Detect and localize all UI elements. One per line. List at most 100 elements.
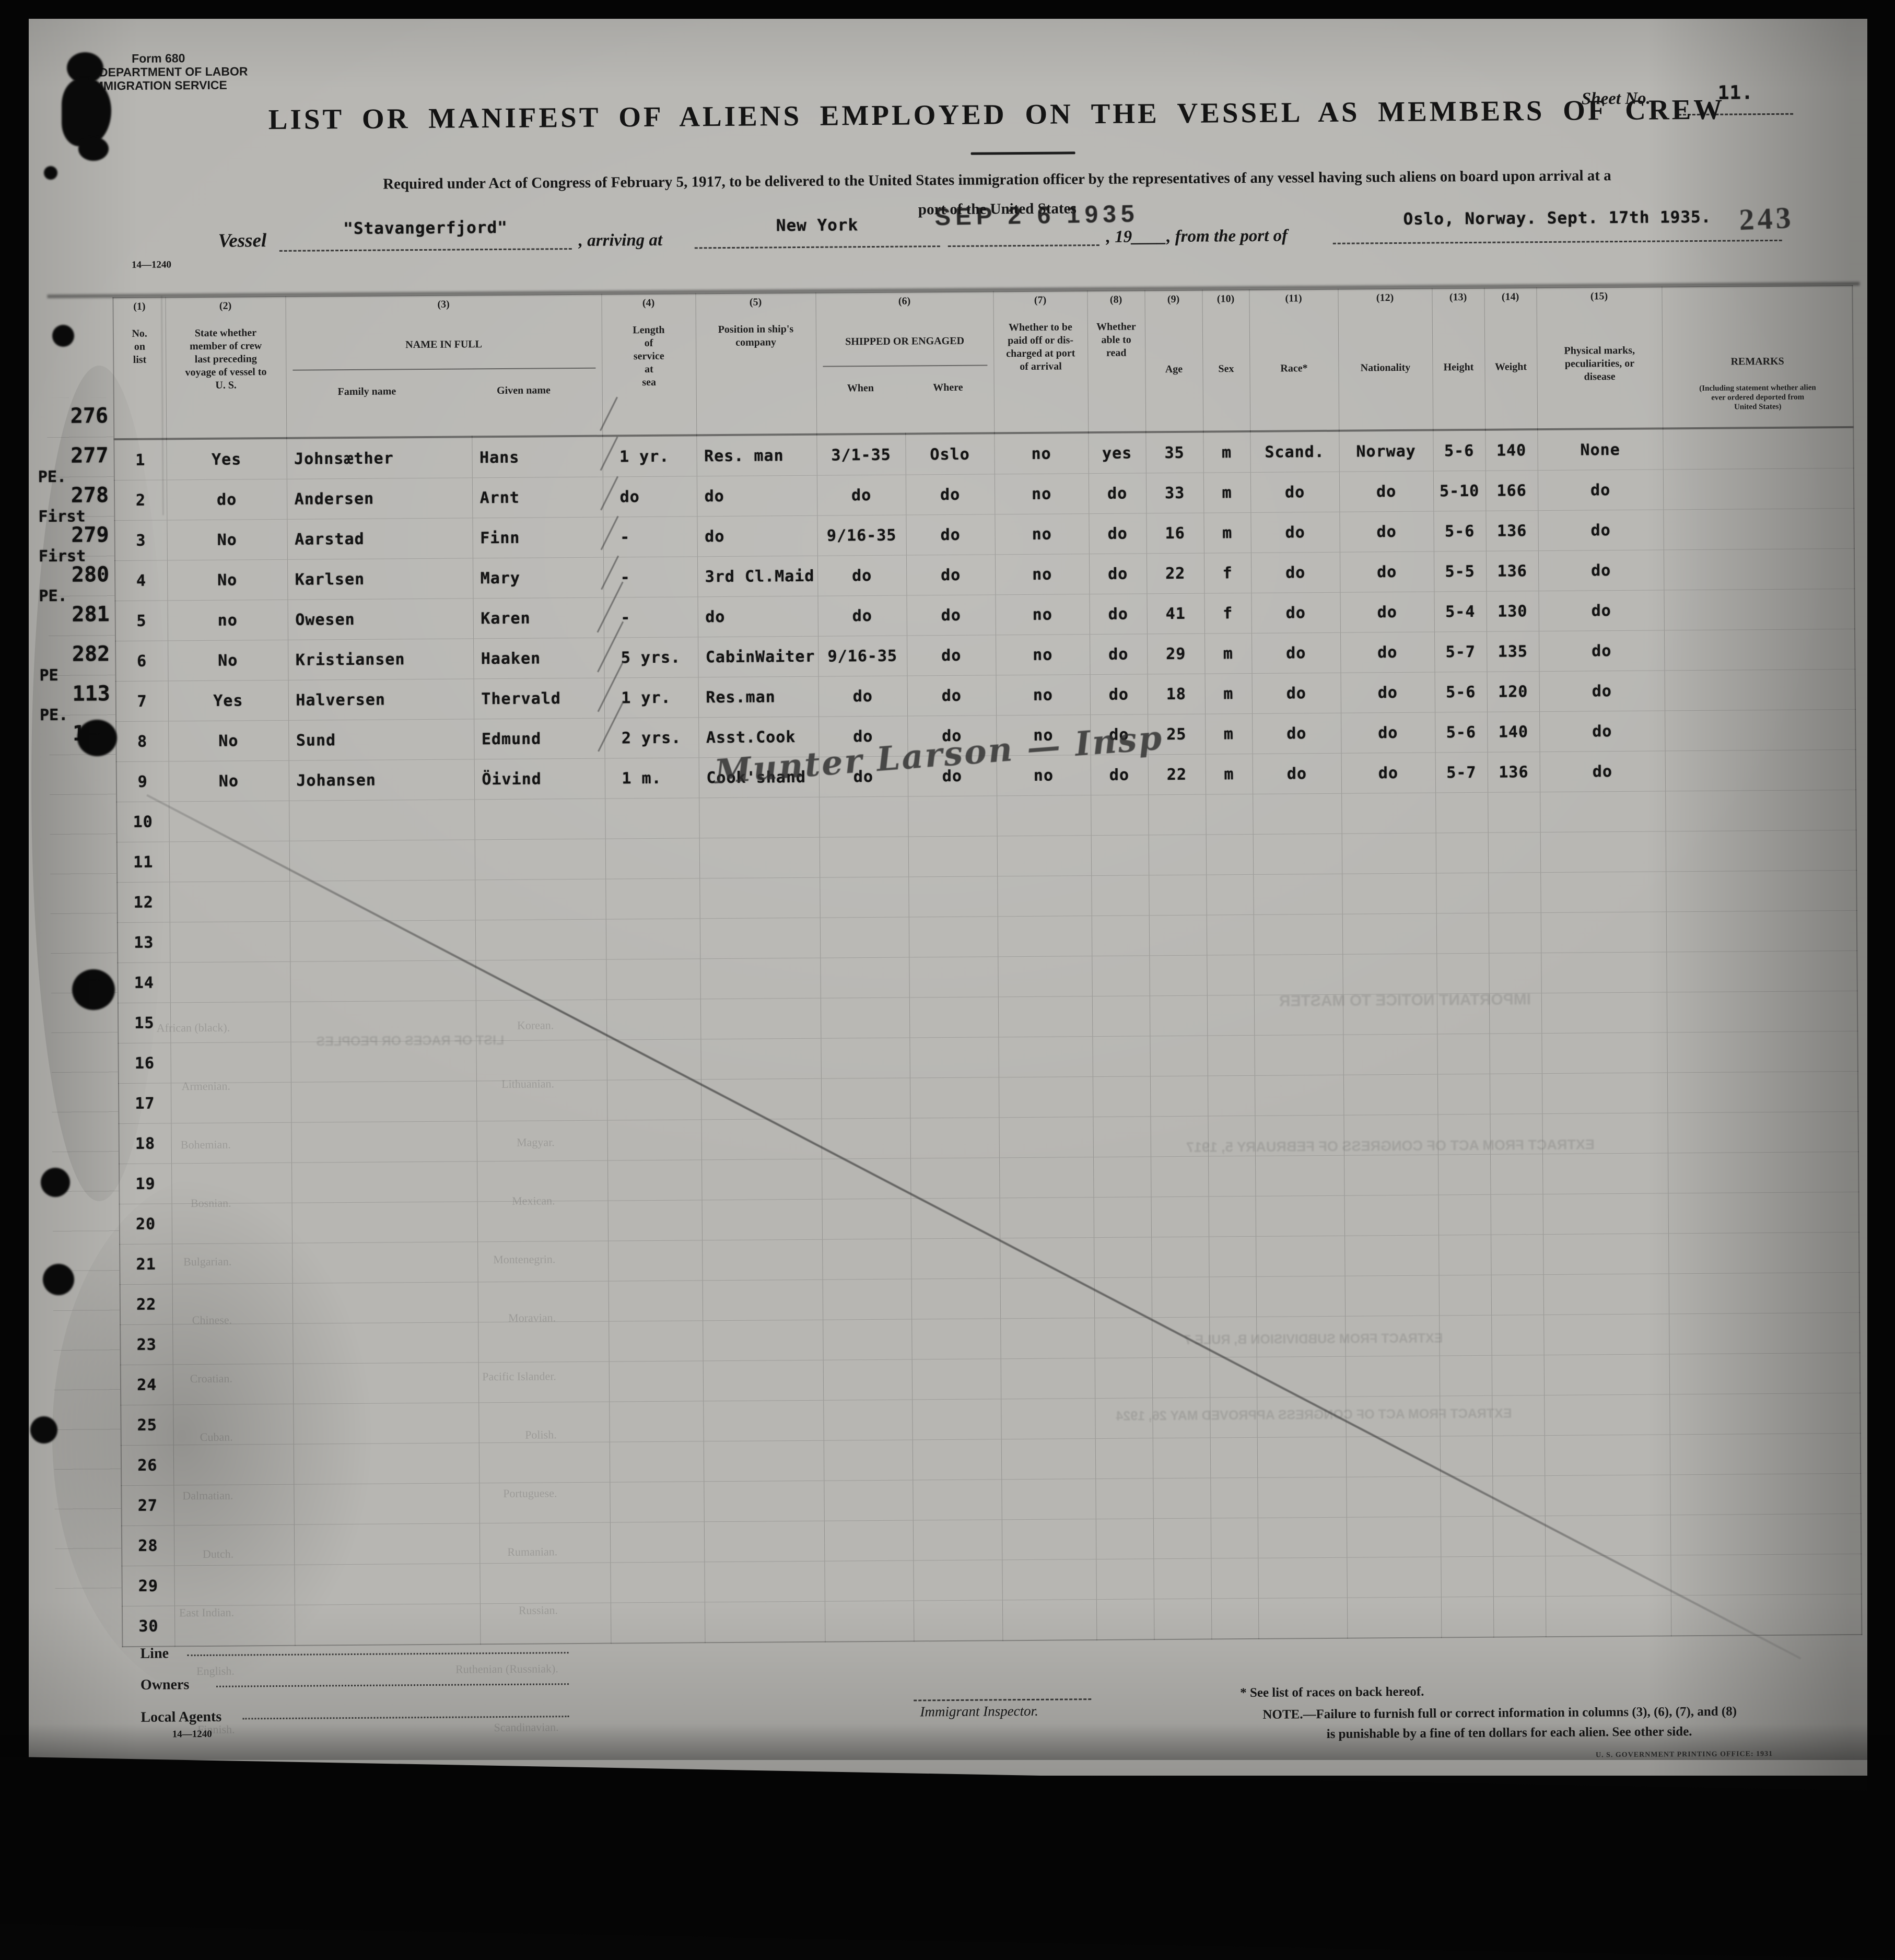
ink-blob xyxy=(44,166,57,180)
header-age: Age xyxy=(1144,318,1203,432)
cell-height: 5-6 xyxy=(1434,672,1488,713)
cell-no: 9 xyxy=(116,761,169,802)
cell-race: Scand. xyxy=(1250,430,1339,473)
cell-paid: no xyxy=(995,554,1090,595)
cell-marks xyxy=(1541,1032,1667,1074)
cell-given xyxy=(474,799,605,840)
cell-height: 5-4 xyxy=(1434,591,1487,632)
cell-position xyxy=(699,797,820,838)
cell-marks xyxy=(1543,1354,1670,1395)
bleed-race-name: Chinese. xyxy=(192,1313,232,1327)
cell-nationality xyxy=(1346,1476,1441,1518)
cell-position: do xyxy=(697,515,817,557)
cell-race xyxy=(1253,874,1342,915)
cell-height xyxy=(1438,1194,1491,1235)
cell-marks: do xyxy=(1539,750,1666,792)
inspector-signature-line xyxy=(913,1680,1092,1701)
bleed-race-name: Mexican. xyxy=(511,1194,555,1207)
title-underline xyxy=(970,151,1075,155)
cell-when xyxy=(822,1279,912,1320)
header-physical-marks: Physical marks, peculiarities, or diseas… xyxy=(1536,314,1663,430)
cell-remarks xyxy=(1670,1513,1862,1555)
cell-family: Johansen xyxy=(288,759,475,801)
arriving-at-label: , arriving at xyxy=(578,230,663,250)
cell-height: 5-7 xyxy=(1435,752,1488,793)
header-remarks-sub: (Including statement whether alien ever … xyxy=(1699,383,1816,412)
cell-when: do xyxy=(817,595,907,637)
cell-weight xyxy=(1489,1073,1542,1114)
ink-blob xyxy=(62,78,111,146)
cell-age: 16 xyxy=(1146,513,1204,554)
cell-read xyxy=(1095,1438,1153,1479)
bleed-race-name: East Indian. xyxy=(179,1605,235,1619)
cell-when xyxy=(823,1319,912,1360)
cell-age xyxy=(1148,794,1206,835)
bleed-race-name: Armenian. xyxy=(181,1079,231,1093)
cell-read xyxy=(1092,1076,1151,1117)
header-position: Position in ship's company xyxy=(695,320,817,436)
cell-remarks xyxy=(1663,427,1854,470)
cell-sex: m xyxy=(1205,713,1253,755)
cell-state xyxy=(169,881,290,922)
cell-read xyxy=(1091,794,1149,836)
bleed-race-name: Portuguese. xyxy=(503,1486,557,1500)
bleed-race-name: Korean. xyxy=(517,1018,554,1032)
cell-marks xyxy=(1540,911,1667,953)
cell-paid xyxy=(1001,1478,1096,1520)
cell-where xyxy=(913,1600,1003,1641)
cell-where: do xyxy=(907,635,996,676)
colno-10: (10) xyxy=(1202,289,1249,318)
cell-read xyxy=(1096,1599,1154,1640)
cell-position xyxy=(702,1239,823,1281)
cell-service xyxy=(606,958,700,1000)
cell-when xyxy=(820,877,909,918)
cell-weight xyxy=(1493,1596,1546,1637)
cell-height xyxy=(1440,1436,1493,1476)
cell-paid: no xyxy=(996,674,1091,715)
cell-remarks xyxy=(1670,1594,1862,1636)
cell-service xyxy=(605,918,700,960)
cell-remarks xyxy=(1665,790,1856,831)
cell-service: - xyxy=(603,516,697,558)
cell-nationality xyxy=(1342,873,1436,914)
ink-blob xyxy=(72,969,115,1010)
header-state-whether: State whether member of crew last preced… xyxy=(165,324,287,439)
cell-sex xyxy=(1210,1518,1258,1559)
cell-paid xyxy=(1002,1559,1096,1600)
cell-remarks xyxy=(1663,548,1855,590)
cell-position xyxy=(700,1078,822,1120)
cell-service xyxy=(610,1521,705,1563)
scan-edge-bottom xyxy=(0,1756,1895,1960)
cell-when xyxy=(823,1440,913,1481)
cell-when xyxy=(821,1038,910,1079)
cell-weight: 135 xyxy=(1487,631,1539,672)
cell-marks xyxy=(1545,1595,1671,1637)
colno-4: (4) xyxy=(601,294,696,322)
cell-height xyxy=(1441,1556,1493,1597)
cell-age xyxy=(1153,1599,1212,1640)
cell-nationality xyxy=(1342,953,1437,995)
cell-race: do xyxy=(1251,673,1341,714)
bleed-race-name: Dutch. xyxy=(202,1547,234,1561)
cell-state xyxy=(172,1323,293,1365)
header-shipped-title: SHIPPED OR ENGAGED xyxy=(845,335,965,348)
immigrant-inspector-label: Immigrant Inspector. xyxy=(920,1703,1038,1720)
scan-edge-right xyxy=(1867,0,1895,1820)
cell-when xyxy=(822,1239,911,1280)
cell-height: 5-5 xyxy=(1433,551,1487,592)
cell-given: Karen xyxy=(473,597,604,639)
line-field xyxy=(187,1631,569,1657)
cell-paid: no xyxy=(995,594,1090,635)
cell-nationality xyxy=(1345,1355,1440,1397)
cell-remarks xyxy=(1664,589,1855,630)
cell-race xyxy=(1253,834,1342,875)
cell-paid xyxy=(1001,1519,1096,1560)
cell-no: 11 xyxy=(116,841,170,883)
header-name-rule xyxy=(292,367,595,371)
header-race: Race* xyxy=(1249,316,1339,431)
cell-height: 5-10 xyxy=(1433,471,1486,512)
cell-given: Mary xyxy=(472,557,604,598)
cell-given xyxy=(478,1442,610,1483)
owners-label: Owners xyxy=(140,1676,190,1693)
cell-weight: 120 xyxy=(1487,671,1540,712)
